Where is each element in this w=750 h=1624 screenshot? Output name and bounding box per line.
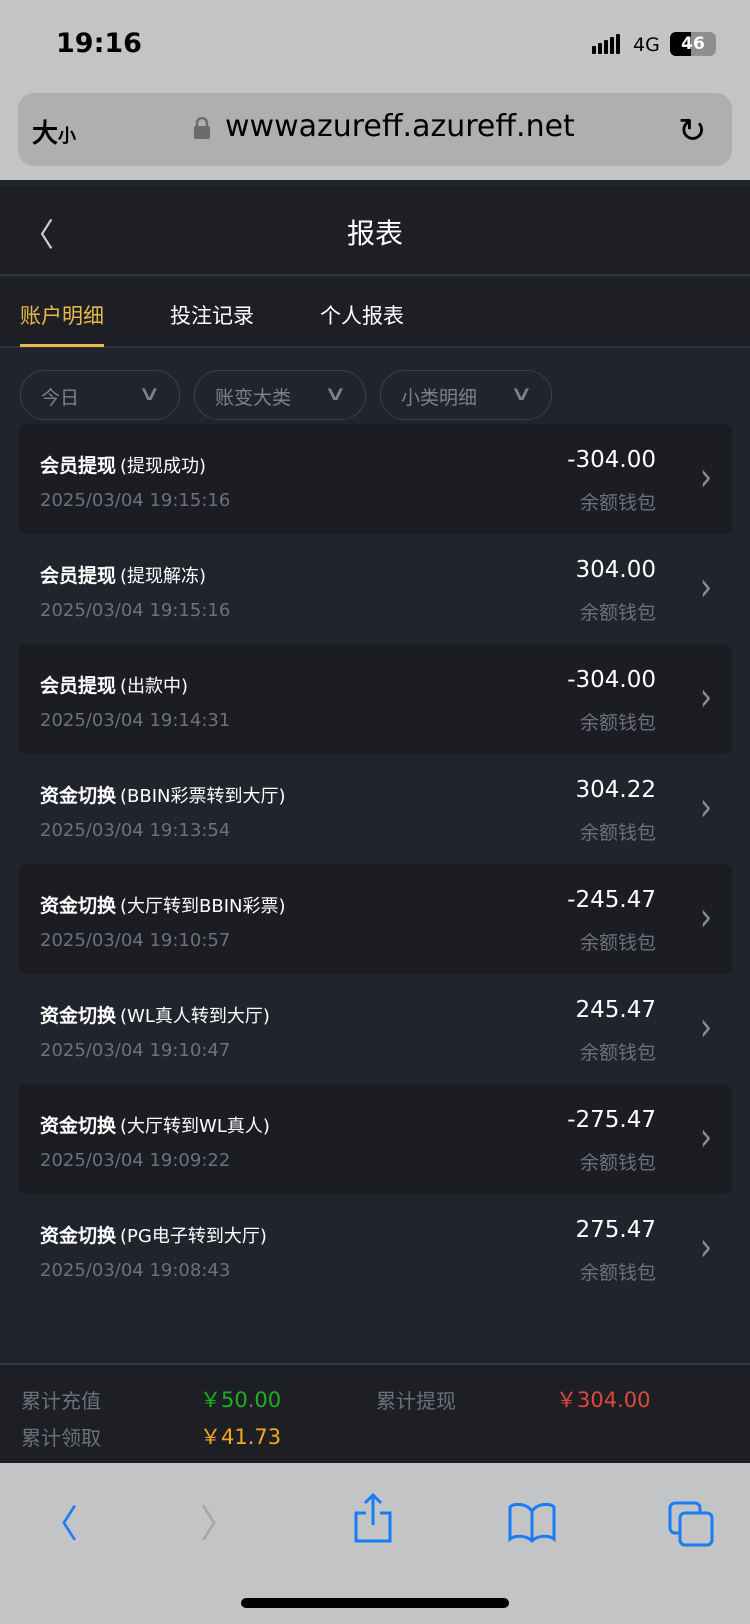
clock: 19:16 bbox=[56, 28, 142, 59]
record-detail: (提现成功) bbox=[120, 456, 207, 477]
chevron-right-icon: › bbox=[700, 1114, 712, 1161]
record-detail: (WL真人转到大厅) bbox=[120, 1006, 270, 1027]
withdraw-value: ￥304.00 bbox=[556, 1388, 651, 1412]
record-wallet: 余额钱包 bbox=[579, 932, 656, 954]
deposit-label: 累计充值 bbox=[21, 1389, 101, 1413]
text-size-button[interactable]: 大小 bbox=[32, 119, 77, 149]
back-icon[interactable]: 〈 bbox=[22, 216, 55, 254]
record-time: 2025/03/04 19:15:16 bbox=[40, 600, 231, 621]
record-time: 2025/03/04 19:10:57 bbox=[40, 930, 231, 951]
record-wallet: 余额钱包 bbox=[579, 602, 656, 624]
browser-toolbar: 〈 〉 bbox=[0, 1463, 750, 1624]
chevron-down-icon: ∨ bbox=[323, 381, 348, 405]
record-detail: (BBIN彩票转到大厅) bbox=[120, 786, 286, 807]
record-type: 资金切换 (WL真人转到大厅) bbox=[40, 1005, 270, 1027]
tabs-icon[interactable] bbox=[668, 1501, 714, 1547]
record-type: 会员提现 (提现解冻) bbox=[40, 565, 207, 587]
record-row[interactable]: 资金切换 (大厅转到BBIN彩票) 2025/03/04 19:10:57 -24… bbox=[18, 864, 732, 974]
chevron-down-icon: ∨ bbox=[509, 381, 534, 405]
claim-value: ￥41.73 bbox=[200, 1425, 282, 1449]
bookmarks-icon[interactable] bbox=[508, 1503, 556, 1543]
tab-personal-report[interactable]: 个人报表 bbox=[320, 304, 404, 328]
reload-icon[interactable]: ↻ bbox=[678, 111, 707, 151]
lock-icon bbox=[194, 117, 210, 139]
record-time: 2025/03/04 19:13:54 bbox=[40, 820, 231, 841]
record-time: 2025/03/04 19:14:31 bbox=[40, 710, 231, 731]
record-row[interactable]: 资金切换 (PG电子转到大厅) 2025/03/04 19:08:43 275.4… bbox=[18, 1194, 732, 1304]
filter-date[interactable]: 今日 ∨ bbox=[20, 370, 180, 420]
tab-bet-records[interactable]: 投注记录 bbox=[170, 304, 254, 328]
page-header: 〈 报表 bbox=[0, 186, 750, 276]
chevron-right-icon: › bbox=[700, 674, 712, 721]
record-row[interactable]: 资金切换 (大厅转到WL真人) 2025/03/04 19:09:22 -275.… bbox=[18, 1084, 732, 1194]
url-text[interactable]: wwwazureff.azureff.net bbox=[225, 109, 575, 144]
record-time: 2025/03/04 19:09:22 bbox=[40, 1150, 231, 1171]
record-wallet: 余额钱包 bbox=[579, 492, 656, 514]
record-wallet: 余额钱包 bbox=[579, 712, 656, 734]
withdraw-label: 累计提现 bbox=[376, 1389, 456, 1413]
record-type: 资金切换 (大厅转到BBIN彩票) bbox=[40, 895, 286, 917]
status-bar: 19:16 4G 46 大小 wwwazureff.azureff.net ↻ bbox=[0, 0, 750, 180]
chevron-right-icon: › bbox=[700, 454, 712, 501]
record-wallet: 余额钱包 bbox=[579, 1152, 656, 1174]
chevron-right-icon: › bbox=[700, 894, 712, 941]
record-type: 会员提现 (出款中) bbox=[40, 675, 189, 697]
record-amount: 304.00 bbox=[575, 557, 656, 583]
tab-bar: 账户明细 投注记录 个人报表 bbox=[0, 278, 750, 348]
record-row[interactable]: 会员提现 (提现解冻) 2025/03/04 19:15:16 304.00 余额… bbox=[18, 534, 732, 644]
record-time: 2025/03/04 19:08:43 bbox=[40, 1260, 231, 1281]
record-amount: 245.47 bbox=[575, 997, 656, 1023]
record-type: 资金切换 (BBIN彩票转到大厅) bbox=[40, 785, 286, 807]
record-type: 资金切换 (大厅转到WL真人) bbox=[40, 1115, 270, 1137]
browser-back-icon[interactable]: 〈 bbox=[40, 1502, 79, 1546]
record-row[interactable]: 会员提现 (出款中) 2025/03/04 19:14:31 -304.00 余额… bbox=[18, 644, 732, 754]
filter-subcategory[interactable]: 小类明细 ∨ bbox=[380, 370, 552, 420]
chevron-down-icon: ∨ bbox=[137, 381, 162, 405]
record-detail: (大厅转到BBIN彩票) bbox=[120, 896, 286, 917]
claim-label: 累计领取 bbox=[21, 1426, 101, 1450]
chevron-right-icon: › bbox=[700, 1004, 712, 1051]
record-type: 资金切换 (PG电子转到大厅) bbox=[40, 1225, 267, 1247]
record-row[interactable]: 会员提现 (提现成功) 2025/03/04 19:15:16 -304.00 余… bbox=[18, 424, 732, 534]
record-row[interactable]: 资金切换 (BBIN彩票转到大厅) 2025/03/04 19:13:54 304… bbox=[18, 754, 732, 864]
chevron-right-icon: › bbox=[700, 564, 712, 611]
address-bar[interactable]: 大小 wwwazureff.azureff.net ↻ bbox=[18, 93, 732, 166]
record-detail: (PG电子转到大厅) bbox=[120, 1226, 267, 1247]
chevron-right-icon: › bbox=[700, 784, 712, 831]
filter-category[interactable]: 账变大类 ∨ bbox=[194, 370, 366, 420]
signal-icon bbox=[592, 34, 620, 54]
share-icon[interactable] bbox=[353, 1493, 393, 1543]
home-indicator bbox=[241, 1598, 509, 1608]
record-amount: -275.47 bbox=[567, 1107, 656, 1133]
record-time: 2025/03/04 19:15:16 bbox=[40, 490, 231, 511]
record-amount: 275.47 bbox=[575, 1217, 656, 1243]
record-wallet: 余额钱包 bbox=[579, 1262, 656, 1284]
record-type: 会员提现 (提现成功) bbox=[40, 455, 207, 477]
record-time: 2025/03/04 19:10:47 bbox=[40, 1040, 231, 1061]
record-row[interactable]: 资金切换 (WL真人转到大厅) 2025/03/04 19:10:47 245.4… bbox=[18, 974, 732, 1084]
record-amount: -304.00 bbox=[567, 447, 656, 473]
record-wallet: 余额钱包 bbox=[579, 1042, 656, 1064]
deposit-value: ￥50.00 bbox=[200, 1388, 282, 1412]
record-amount: 304.22 bbox=[575, 777, 656, 803]
record-detail: (大厅转到WL真人) bbox=[120, 1116, 270, 1137]
record-detail: (出款中) bbox=[120, 676, 189, 697]
summary-panel: 累计充值 ￥50.00 累计提现 ￥304.00 累计领取 ￥41.73 bbox=[0, 1363, 750, 1463]
battery-icon: 46 bbox=[670, 32, 716, 56]
chevron-right-icon: › bbox=[700, 1224, 712, 1271]
tab-account-details[interactable]: 账户明细 bbox=[20, 300, 104, 347]
browser-forward-icon[interactable]: 〉 bbox=[200, 1502, 239, 1546]
record-amount: -304.00 bbox=[567, 667, 656, 693]
network-type: 4G bbox=[633, 34, 660, 56]
record-amount: -245.47 bbox=[567, 887, 656, 913]
page-title: 报表 bbox=[346, 217, 403, 250]
record-detail: (提现解冻) bbox=[120, 566, 207, 587]
record-wallet: 余额钱包 bbox=[579, 822, 656, 844]
